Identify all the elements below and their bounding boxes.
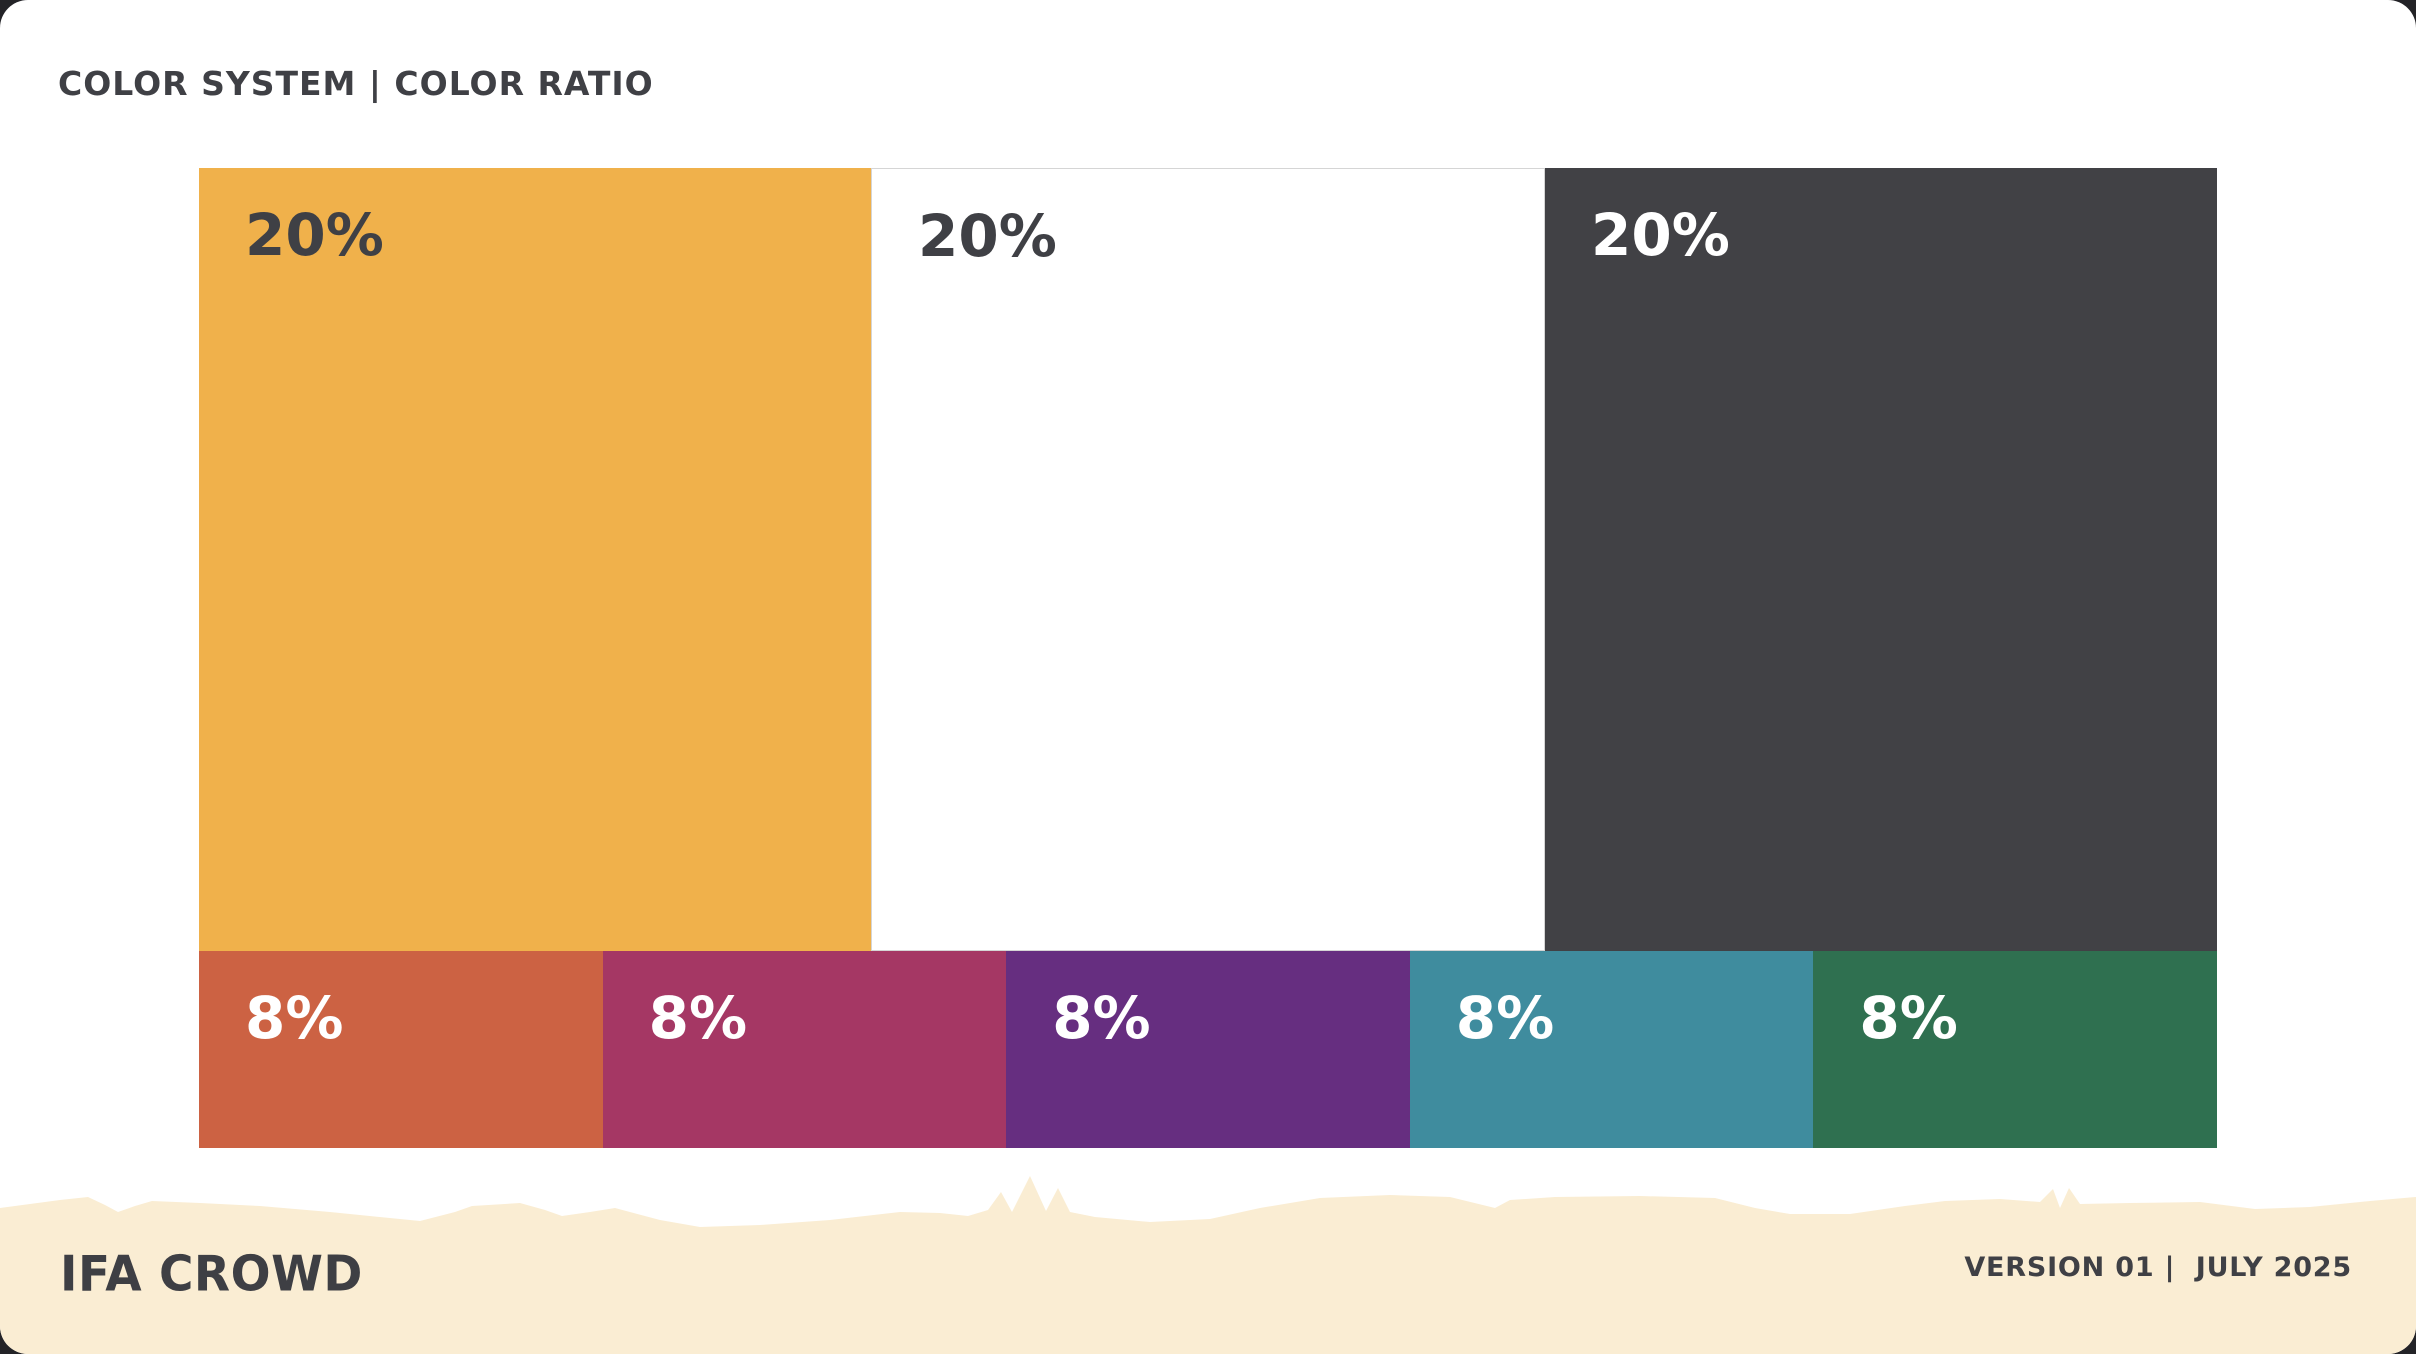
ifa-crowd-logo: IFA CROWD: [60, 1245, 363, 1303]
color-ratio-diagram: 20% 20% 20% 8% 8% 8% 8% 8%: [199, 168, 2217, 1148]
version-date-label: VERSION 01 | JULY 2025: [1964, 1251, 2352, 1283]
color-block-white: 20%: [871, 168, 1545, 951]
page-title: COLOR SYSTEM | COLOR RATIO: [58, 64, 654, 103]
primary-color-row: 20% 20% 20%: [199, 168, 2217, 951]
ratio-label: 20%: [918, 202, 1057, 270]
color-block-purple: 8%: [1006, 951, 1410, 1148]
color-block-berry: 8%: [602, 951, 1007, 1148]
ratio-label: 8%: [1455, 984, 1555, 1052]
color-block-green: 8%: [1813, 951, 2217, 1148]
color-block-terracotta: 8%: [199, 951, 603, 1148]
color-block-amber: 20%: [199, 168, 871, 951]
ratio-label: 8%: [648, 984, 748, 1052]
footer: IFA CROWD VERSION 01 | JULY 2025: [0, 1150, 2416, 1354]
ratio-label: 8%: [1859, 984, 1958, 1052]
color-block-teal: 8%: [1409, 951, 1814, 1148]
ratio-label: 20%: [245, 201, 384, 269]
ratio-label: 20%: [1591, 201, 1730, 269]
ratio-label: 8%: [1052, 984, 1151, 1052]
color-block-charcoal: 20%: [1545, 168, 2217, 951]
ratio-label: 8%: [245, 984, 344, 1052]
secondary-color-row: 8% 8% 8% 8% 8%: [199, 951, 2217, 1148]
torn-paper-edge: [0, 1176, 2416, 1354]
torn-paper-shape: [0, 1176, 2416, 1354]
footer-content: IFA CROWD VERSION 01 | JULY 2025: [60, 1238, 2352, 1310]
